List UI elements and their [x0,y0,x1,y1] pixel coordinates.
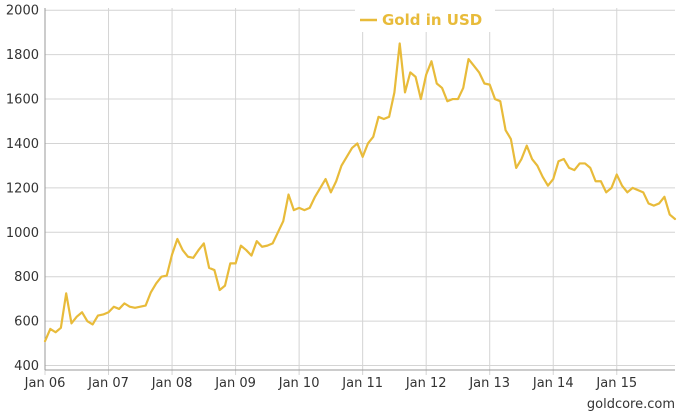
y-tick-label: 1200 [6,181,39,196]
gold-price-line [43,42,677,343]
source-credit: goldcore.com [587,397,675,412]
x-tick-label: Jan 06 [24,376,66,391]
x-tick-label: Jan 12 [405,376,447,391]
x-tick-label: Jan 11 [341,376,383,391]
x-tick-label: Jan 08 [151,376,193,391]
y-tick-label: 1000 [6,226,39,241]
y-tick-label: 2000 [6,4,39,19]
y-tick-label: 400 [14,359,39,374]
x-tick-label: Jan 14 [532,376,574,391]
legend-label: Gold in USD [382,11,482,29]
legend[interactable]: Gold in USD [355,6,495,32]
vertical-gridlines [44,8,618,375]
x-axis-tick-labels: Jan 06 Jan 07 Jan 08 Jan 09 Jan 10 Jan 11 Jan … [24,376,637,391]
horizontal-gridlines [45,9,675,367]
x-tick-label: Jan 15 [595,376,637,391]
y-tick-label: 1600 [6,93,39,108]
x-tick-label: Jan 09 [214,376,256,391]
y-tick-label: 1800 [6,48,39,63]
x-tick-label: Jan 10 [278,376,320,391]
y-tick-label: 600 [14,315,39,330]
x-tick-label: Jan 07 [87,376,129,391]
x-tick-label: Jan 13 [468,376,510,391]
y-tick-label: 800 [14,270,39,285]
y-tick-label: 1400 [6,137,39,152]
y-axis-tick-labels: 400 600 800 1000 1200 1400 1600 1800 2000 [6,4,39,374]
legend-background [355,6,495,32]
